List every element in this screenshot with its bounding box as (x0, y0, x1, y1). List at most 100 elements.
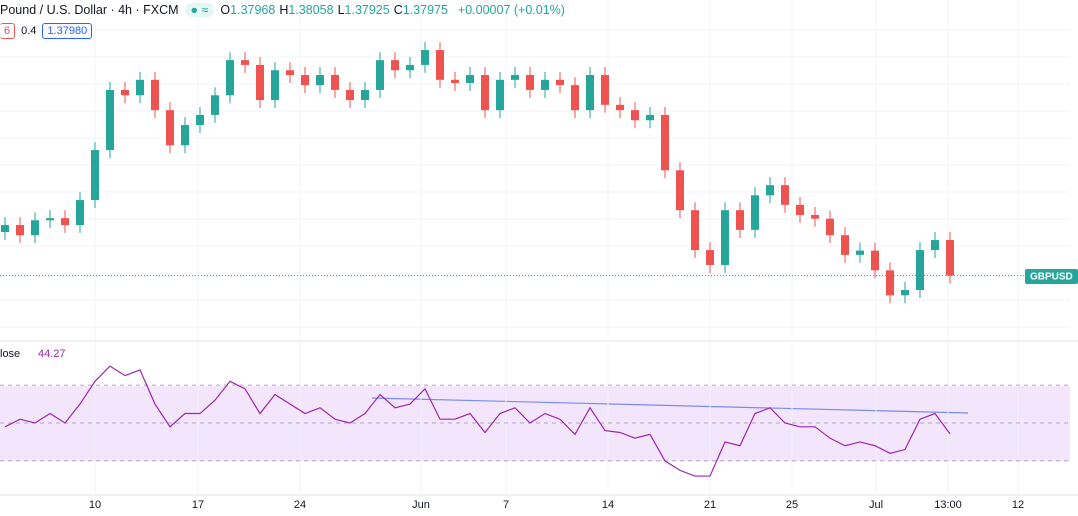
candle-body (871, 250, 879, 271)
candle-body (106, 89, 114, 151)
candle-body (616, 104, 624, 111)
x-tick-label: 17 (192, 499, 204, 511)
x-tick-label: 24 (294, 499, 306, 511)
candle-body (256, 64, 264, 101)
candle-body (676, 170, 684, 211)
candle-body (436, 50, 444, 80)
trend-line (371, 397, 969, 414)
ohlc-item: C1.37975 (394, 3, 448, 17)
candle-body (226, 60, 234, 96)
candle-body (586, 75, 594, 111)
candle-body (421, 50, 429, 65)
x-tick-label: 12 (1012, 499, 1024, 511)
candle-body (136, 79, 144, 96)
candle-body (76, 200, 84, 226)
ohlc-item: O1.37968 (220, 3, 275, 17)
candle-body (916, 250, 924, 290)
candle-body (166, 110, 174, 146)
status-badge[interactable]: ● ≈ (184, 3, 215, 17)
candle-body (796, 204, 804, 215)
candle-body (886, 270, 894, 296)
candle-body (526, 75, 534, 90)
x-tick-label: 13:00 (934, 499, 962, 511)
rsi-line (4, 365, 951, 477)
sell-price[interactable]: 6 (0, 23, 16, 39)
header: Pound / U.S. Dollar · 4h · FXCM ● ≈ O1.3… (0, 0, 571, 20)
candle-body (781, 185, 789, 205)
x-tick-label: 21 (704, 499, 716, 511)
candle-body (361, 89, 369, 101)
ohlc-value: 1.37968 (230, 3, 276, 17)
ohlc-key: H (279, 3, 289, 17)
candle-body (751, 195, 759, 230)
spread: 0.4 (21, 25, 37, 37)
candle-body (856, 250, 864, 255)
candle-body (841, 235, 849, 255)
ohlc-key: L (337, 3, 345, 17)
instrument-title: Pound / U.S. Dollar · 4h · FXCM (0, 3, 179, 17)
x-tick-label: 10 (89, 499, 101, 511)
candle-body (466, 75, 474, 84)
candle-body (241, 60, 249, 65)
candle-body (601, 75, 609, 105)
candle-body (661, 114, 669, 171)
candle-body (271, 70, 279, 101)
ohlc-value: 1.37925 (344, 3, 390, 17)
candle-body (931, 239, 939, 251)
candle-body (46, 218, 54, 221)
candle-body (286, 70, 294, 76)
ohlc-value: 1.38058 (288, 3, 334, 17)
order-row: 6 0.4 1.37980 (0, 23, 98, 39)
ohlc-key: C (393, 3, 403, 17)
candle-body (391, 60, 399, 71)
candle-body (196, 114, 204, 126)
ohlc-value: 1.37975 (402, 3, 448, 17)
candle-body (316, 75, 324, 86)
x-tick-label: 14 (602, 499, 614, 511)
candle-body (301, 75, 309, 86)
candle-body (1, 225, 9, 232)
candle-body (946, 239, 954, 276)
candle-body (721, 210, 729, 265)
symbol-tag (1025, 269, 1078, 284)
x-tick-label: Jun (412, 499, 430, 511)
candle-body (406, 64, 414, 71)
candle-body (901, 289, 909, 296)
buy-price[interactable]: 1.37980 (42, 23, 93, 39)
x-tick-label: 25 (786, 499, 798, 511)
candle-body (481, 75, 489, 111)
candle-body (31, 220, 39, 236)
candle-body (511, 75, 519, 80)
change: +0.00007 (+0.01%) (457, 3, 565, 17)
ohlc-stats: O1.37968 H1.38058 L1.37925 C1.37975 (220, 3, 452, 17)
candle-body (151, 79, 159, 111)
symbol-label: GBPUSD (1030, 272, 1073, 283)
candle-body (556, 79, 564, 86)
rsi-value: 44.27 (38, 348, 66, 360)
candle-body (376, 60, 384, 90)
ohlc-item: L1.37925 (338, 3, 390, 17)
candle-body (541, 79, 549, 90)
candle-body (331, 75, 339, 90)
candle-body (811, 214, 819, 219)
candle-body (571, 85, 579, 111)
candle-body (706, 250, 714, 265)
ohlc-key: O (220, 3, 231, 17)
candle-body (451, 79, 459, 84)
candle-body (346, 89, 354, 101)
candle-body (766, 185, 774, 196)
candle-body (16, 225, 24, 236)
ohlc-item: H1.38058 (279, 3, 333, 17)
candle-body (646, 114, 654, 121)
candle-body (211, 95, 219, 115)
x-tick-label: 7 (503, 499, 509, 511)
candle-body (91, 150, 99, 201)
candle-body (826, 218, 834, 236)
rsi-label: lose (0, 348, 20, 360)
candle-body (181, 125, 189, 146)
candle-body (61, 218, 69, 226)
candle-body (631, 110, 639, 121)
candle-body (121, 89, 129, 96)
